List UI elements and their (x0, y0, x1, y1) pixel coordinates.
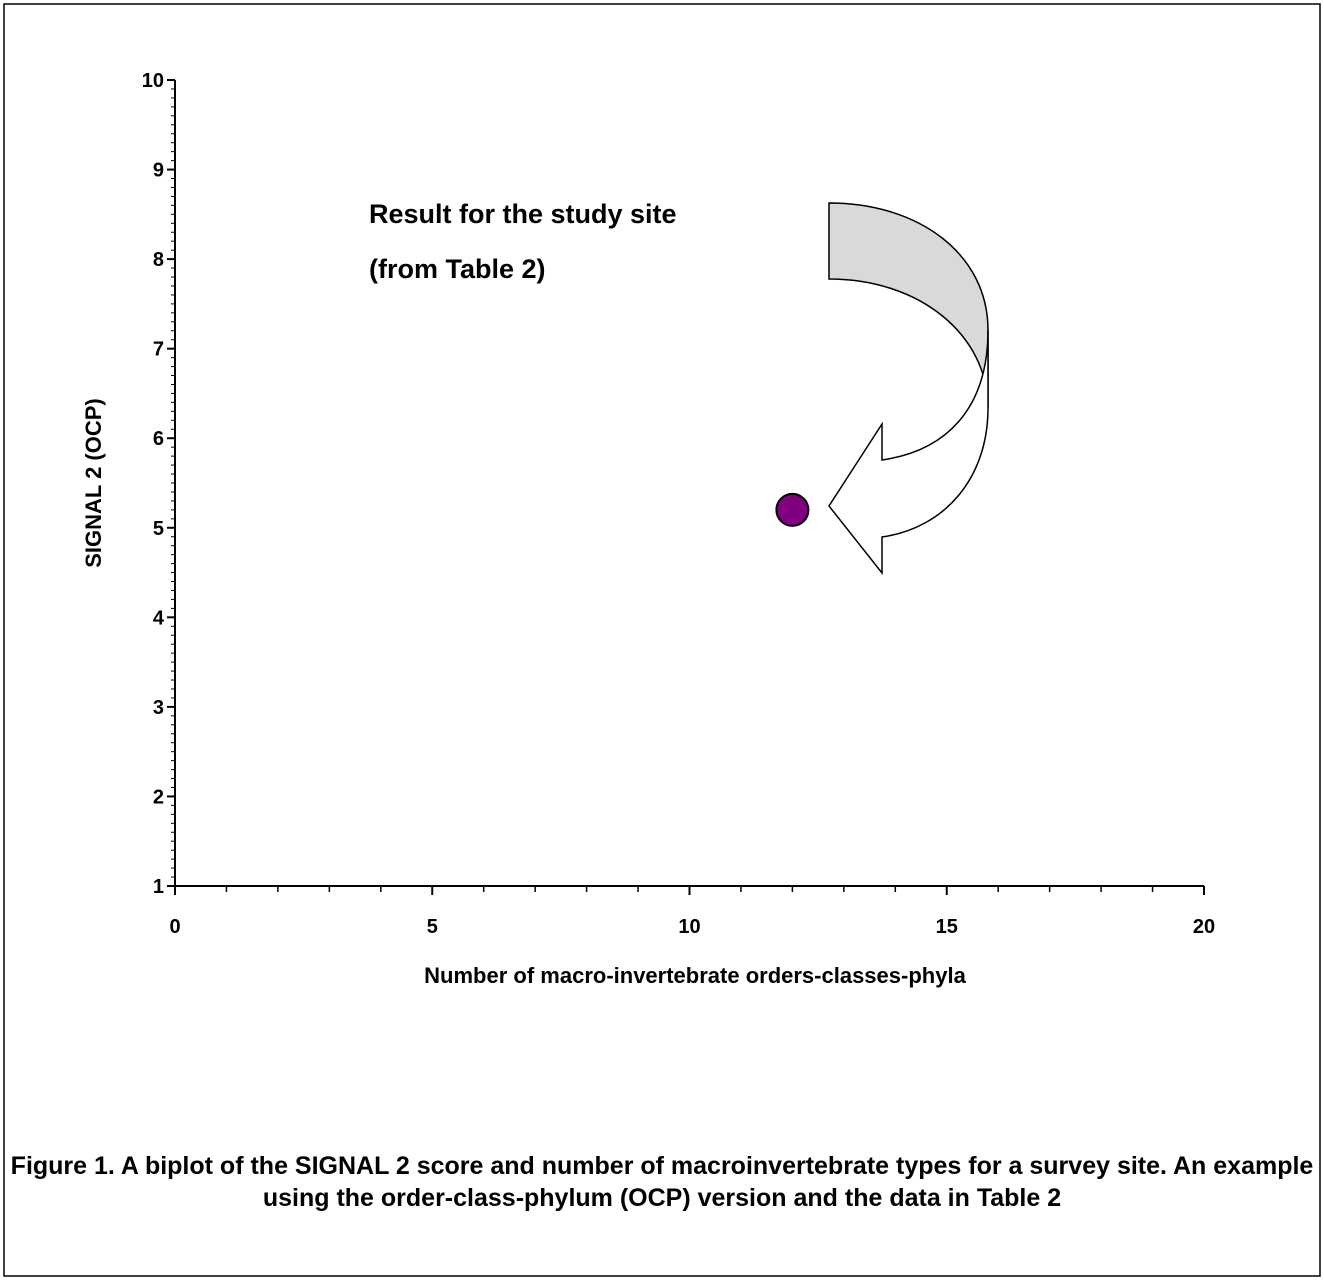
y-tick-label: 2 (153, 786, 164, 808)
data-points (775, 492, 810, 527)
annotation-line-2: (from Table 2) (369, 254, 546, 284)
x-tick-labels: 0 5 10 15 20 (169, 916, 1215, 938)
y-tick-label: 8 (153, 249, 164, 271)
y-tick-label: 6 (153, 428, 164, 450)
figure-border (3, 3, 1321, 1277)
annotation-line-1: Result for the study site (369, 199, 677, 229)
major-ticks (167, 79, 1205, 895)
y-tick-label: 9 (153, 160, 164, 182)
figure-caption: Figure 1. A biplot of the SIGNAL 2 score… (10, 1152, 1314, 1212)
y-tick-label: 3 (153, 697, 164, 719)
chart-area: 1 2 3 4 5 6 7 8 9 10 0 5 10 15 20 Number of macro-inv… (81, 70, 1215, 988)
x-tick-label: 10 (678, 916, 700, 938)
data-point (775, 492, 810, 527)
x-tick-label: 0 (169, 916, 180, 938)
minor-ticks (171, 79, 1205, 892)
y-tick-label: 1 (153, 876, 164, 898)
y-tick-label: 5 (153, 518, 164, 540)
y-axis-title: SIGNAL 2 (OCP) (81, 398, 106, 568)
y-tick-labels: 1 2 3 4 5 6 7 8 9 10 (142, 70, 165, 898)
y-tick-label: 4 (153, 607, 165, 629)
x-tick-label: 15 (936, 916, 958, 938)
y-tick-label: 10 (142, 70, 164, 92)
x-tick-label: 20 (1193, 916, 1215, 938)
x-axis-title: Number of macro-invertebrate orders-clas… (424, 963, 966, 988)
curved-arrow-front (828, 329, 989, 576)
y-tick-label: 7 (153, 339, 164, 361)
curved-arrow-back (828, 202, 989, 409)
x-tick-label: 5 (427, 916, 438, 938)
